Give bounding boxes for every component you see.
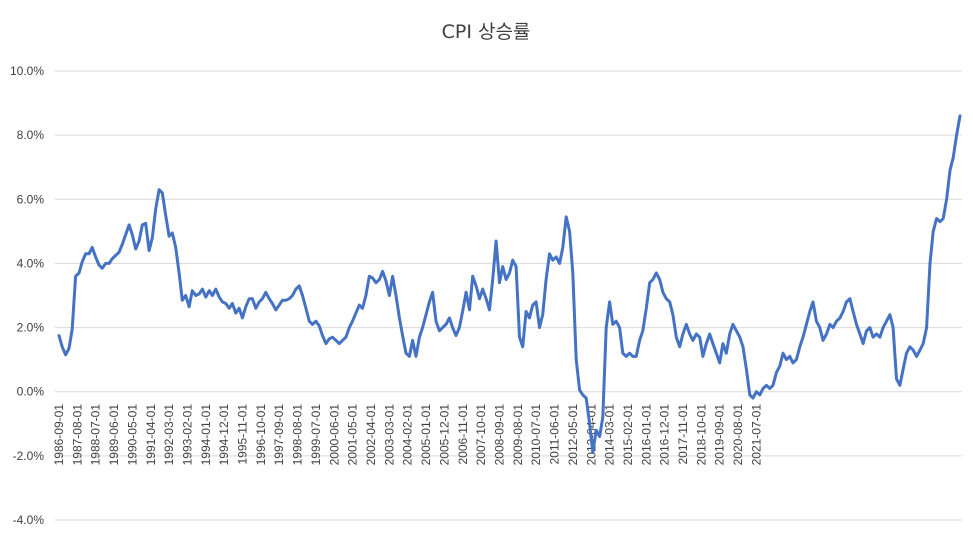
cpi-series-line: [57, 114, 962, 455]
x-tick-label: 2006-11-01: [456, 404, 470, 465]
x-tick-label: 2018-10-01: [694, 404, 708, 466]
y-tick-label: -2.0%: [13, 449, 45, 463]
y-tick-label: 8.0%: [17, 128, 45, 142]
x-tick-label: 1995-11-01: [236, 404, 250, 465]
x-tick-label: 1987-08-01: [70, 404, 84, 466]
x-tick-label: 1999-07-01: [309, 404, 323, 466]
x-tick-label: 2017-11-01: [676, 404, 690, 465]
x-tick-label: 2020-08-01: [731, 404, 745, 466]
y-axis-ticks: 10.0% 8.0% 6.0% 4.0% 2.0% 0.0% -2.0% -4.0%: [10, 64, 44, 527]
x-tick-label: 1998-08-01: [291, 404, 305, 466]
x-tick-label: 1991-04-01: [144, 404, 158, 466]
x-tick-label: 2009-08-01: [511, 404, 525, 466]
x-tick-label: 2008-09-01: [492, 404, 506, 466]
y-tick-label: 2.0%: [17, 321, 45, 335]
x-tick-label: 2019-09-01: [713, 404, 727, 466]
x-tick-label: 2005-01-01: [419, 404, 433, 466]
x-tick-label: 2012-05-01: [566, 404, 580, 466]
chart-title: CPI 상승률: [442, 21, 531, 43]
y-tick-label: 4.0%: [17, 256, 45, 270]
x-tick-label: 1997-09-01: [272, 404, 286, 466]
x-tick-label: 2002-04-01: [364, 404, 378, 466]
x-tick-label: 2016-12-01: [658, 404, 672, 466]
x-tick-label: 1986-09-01: [52, 404, 66, 466]
x-tick-label: 2000-06-01: [327, 404, 341, 466]
x-tick-label: 2007-10-01: [474, 404, 488, 466]
y-tick-label: 6.0%: [17, 192, 45, 206]
x-tick-label: 2011-06-01: [548, 404, 562, 465]
x-tick-label: 2001-05-01: [346, 404, 360, 466]
x-tick-label: 1988-07-01: [89, 404, 103, 466]
x-axis-ticks: 1986-09-01 1987-08-01 1988-07-01 1989-06-01…: [52, 404, 763, 466]
x-tick-label: 2014-03-01: [603, 404, 617, 466]
x-tick-label: 2003-03-01: [382, 404, 396, 466]
x-tick-label: 1996-10-01: [254, 404, 268, 466]
x-tick-label: 1993-02-01: [180, 404, 194, 466]
y-tick-label: 0.0%: [17, 385, 45, 399]
series-layer: [57, 114, 962, 455]
x-tick-label: 1990-05-01: [125, 404, 139, 466]
x-tick-label: 2015-02-01: [621, 404, 635, 466]
x-tick-label: 1992-03-01: [162, 404, 176, 466]
x-tick-label: 1989-06-01: [107, 404, 121, 466]
x-tick-label: 2016-01-01: [639, 404, 653, 466]
x-tick-label: 2021-07-01: [749, 404, 763, 466]
x-tick-label: 1994-01-01: [199, 404, 213, 466]
gridlines: [55, 70, 962, 521]
x-tick-label: 1994-12-01: [217, 404, 231, 466]
y-tick-label: -4.0%: [13, 513, 45, 527]
x-tick-label: 2004-02-01: [401, 404, 415, 466]
x-tick-label: 2010-07-01: [529, 404, 543, 466]
y-tick-label: 10.0%: [10, 64, 44, 78]
x-tick-label: 2005-12-01: [437, 404, 451, 466]
